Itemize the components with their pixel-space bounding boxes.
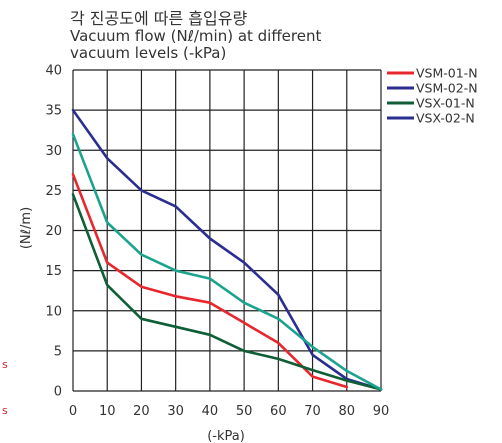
- x-tick-label: 50: [236, 404, 253, 419]
- x-tick-label: 80: [339, 404, 356, 419]
- legend-label: VSM-01-N: [416, 66, 478, 81]
- x-axis-label: (-kPa): [207, 429, 245, 443]
- y-tick-label: 40: [45, 64, 62, 79]
- y-tick-label: 15: [45, 264, 62, 279]
- y-tick-label: 35: [45, 104, 62, 119]
- y-tick-label: 20: [45, 224, 62, 239]
- chart-title-english-line2: vacuum levels (-kPa): [70, 44, 226, 62]
- legend-label: VSX-01-N: [416, 96, 475, 111]
- x-tick-label: 60: [270, 404, 287, 419]
- legend-label: VSX-02-N: [416, 111, 475, 126]
- chart-title-english-line1: Vacuum flow (Nℓ/min) at different: [70, 27, 321, 45]
- y-axis-label: (Nℓ/m): [19, 207, 34, 249]
- series-line-vsx-01-n: [71, 193, 383, 391]
- x-tick-label: 70: [304, 404, 321, 419]
- edge-note-2: s: [2, 404, 8, 417]
- x-tick-label: 10: [99, 404, 116, 419]
- series-line-vsm-02-n: [71, 108, 383, 391]
- legend-label: VSM-02-N: [416, 81, 478, 96]
- grid: [72, 69, 382, 392]
- series-lines: [71, 108, 383, 391]
- y-axis-ticks: 0 5 10 15 20 25 30 35 40: [45, 64, 62, 400]
- x-tick-label: 90: [373, 404, 390, 419]
- x-axis-ticks: 0 10 20 30 40 50 60 70 80 90: [69, 404, 389, 419]
- edge-note-1: s: [2, 358, 8, 371]
- x-tick-label: 0: [69, 404, 77, 419]
- x-tick-label: 30: [167, 404, 184, 419]
- y-tick-label: 0: [54, 385, 62, 400]
- x-tick-label: 20: [133, 404, 150, 419]
- y-tick-label: 25: [45, 184, 62, 199]
- y-tick-label: 5: [54, 344, 62, 359]
- chart-title-korean: 각 진공도에 따른 흡입유량: [70, 9, 247, 28]
- x-tick-label: 40: [202, 404, 219, 419]
- series-line-vsx-02-n: [71, 132, 383, 391]
- y-tick-label: 30: [45, 144, 62, 159]
- y-tick-label: 10: [45, 304, 62, 319]
